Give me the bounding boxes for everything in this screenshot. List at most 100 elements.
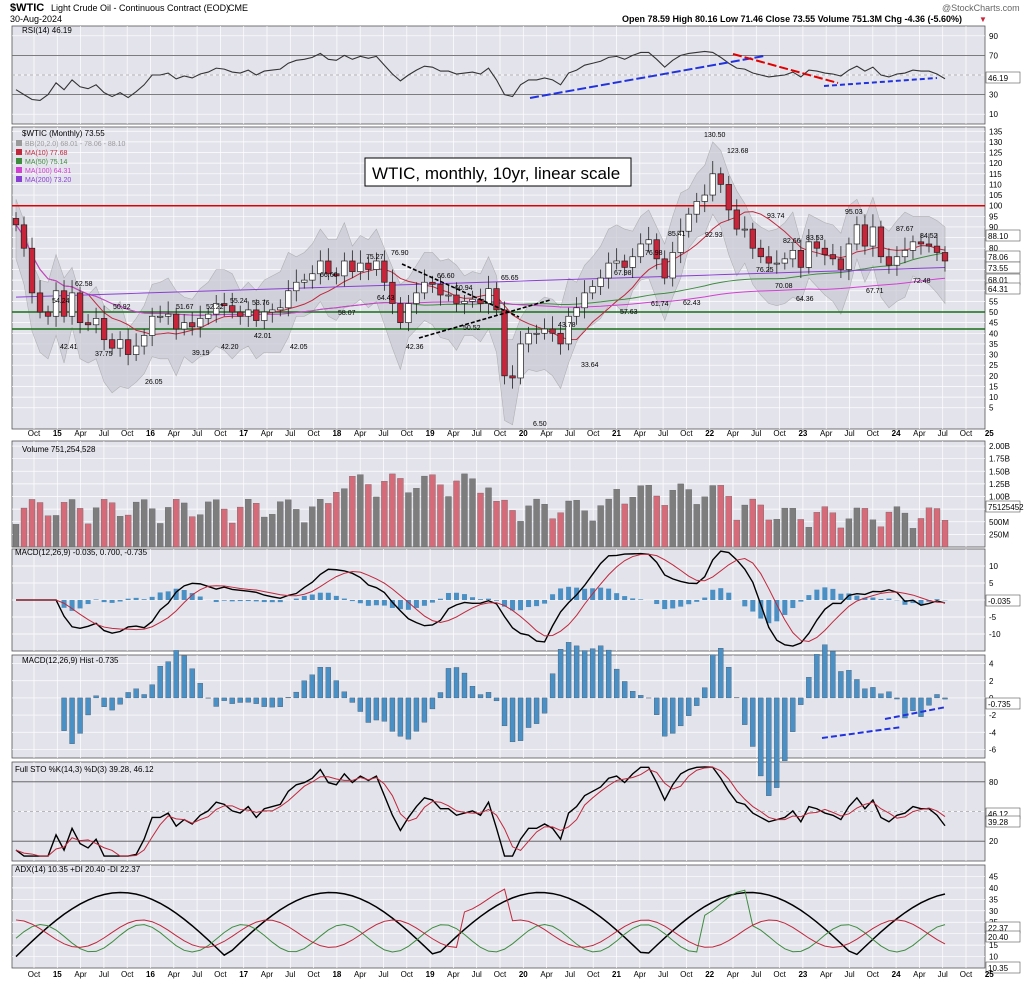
macd-hist-bar: [245, 600, 251, 602]
volume-bar: [28, 499, 36, 548]
hist-bar: [541, 697, 548, 714]
hist-bar: [622, 681, 628, 699]
macd-hist-bar: [341, 598, 347, 600]
hist-bar: [69, 697, 75, 744]
macd-hist-bar: [357, 600, 363, 604]
candle-body: [108, 339, 116, 349]
adx-box-2: 10.35: [988, 964, 1009, 973]
x-label-1-37: 24: [892, 970, 901, 979]
x-label-0-3: Jul: [99, 429, 109, 438]
x-label-0-1: 15: [53, 429, 62, 438]
volume-bar: [685, 489, 692, 548]
candle-body: [725, 184, 732, 211]
macd-hist-bar: [133, 597, 139, 600]
price-label-36: 93.74: [767, 213, 785, 220]
macd-hist-bar: [125, 598, 131, 600]
rsi-title: RSI(14) 46.19: [22, 26, 72, 35]
candle-body: [765, 256, 772, 264]
volume-bar: [733, 519, 740, 548]
volume-bar: [229, 522, 236, 548]
price-label-6: 51.67: [176, 304, 194, 311]
macd-hist-bar: [189, 593, 195, 600]
legend-swatch-0: [16, 140, 22, 146]
legend-label-3: MA(100) 64.31: [25, 168, 71, 175]
volume-bar: [821, 506, 829, 548]
candle-body: [357, 262, 364, 272]
hist-bar: [477, 694, 484, 699]
candle-body: [221, 303, 228, 306]
volume-bar: [116, 516, 124, 548]
volume-bar: [829, 512, 837, 548]
macd-hist-bar: [165, 591, 171, 600]
macd-hist-bar: [453, 592, 459, 600]
tick-label-1-22: 25: [989, 361, 998, 370]
price-label-34: 123.68: [727, 148, 749, 155]
hist-bar: [189, 668, 195, 699]
volume-bar: [477, 492, 484, 548]
volume-bar: [533, 498, 540, 548]
candle-body: [148, 315, 156, 336]
volume-bar: [413, 488, 420, 548]
x-label-1-4: Oct: [121, 970, 134, 979]
volume-bar: [805, 527, 813, 548]
candle-body: [365, 262, 372, 270]
hist-bar: [790, 697, 796, 732]
candle-body: [877, 226, 885, 258]
volume-bar: [84, 523, 92, 548]
x-label-1-15: Jul: [378, 970, 388, 979]
macd-hist-bar: [293, 598, 299, 600]
volume-bar: [181, 502, 188, 548]
tick-label-2-6: 500M: [989, 518, 1009, 527]
candle-body: [917, 241, 925, 245]
candle-body: [829, 254, 837, 260]
volume-bar: [44, 515, 52, 548]
macd-hist-bar: [526, 600, 532, 608]
candle-body: [645, 239, 652, 245]
sto-box-1: 39.28: [988, 818, 1009, 827]
volume-bar: [333, 492, 340, 548]
candle-body: [909, 241, 917, 251]
macd-hist-bar: [173, 588, 179, 600]
volume-bar: [469, 478, 476, 548]
tick-label-2-1: 1.75B: [989, 455, 1010, 464]
volume-bar: [325, 503, 332, 548]
volume-bar: [901, 512, 909, 548]
x-label-0-38: Apr: [913, 429, 926, 438]
candle-body: [605, 262, 612, 279]
hist-bar: [261, 697, 267, 707]
volume-bar: [68, 499, 76, 548]
hist-bar: [485, 692, 492, 699]
x-label-0-19: Jul: [472, 429, 482, 438]
macd-hist-bar: [918, 600, 924, 605]
tick-label-6-2: 35: [989, 895, 998, 904]
x-label-0-5: 16: [146, 429, 155, 438]
hist-bar: [453, 667, 460, 699]
macd-hist-bar: [558, 588, 564, 600]
hist-bar: [694, 697, 700, 706]
hist-bar: [910, 697, 916, 711]
macd-hist-bar: [333, 595, 339, 600]
macd-hist-bar: [77, 600, 83, 609]
candle-body: [589, 286, 596, 294]
macd-hist-bar: [309, 594, 315, 600]
x-label-0-16: Oct: [401, 429, 414, 438]
x-label-0-41: 25: [985, 429, 994, 438]
volume-bar: [589, 520, 596, 548]
x-label-0-35: Jul: [844, 429, 854, 438]
rsi-trend-blue: [529, 55, 765, 99]
price-title: $WTIC (Monthly) 73.55: [22, 129, 105, 138]
volume-bar: [197, 514, 204, 548]
macd-hist-bar: [253, 600, 259, 602]
hist-bar: [301, 680, 307, 699]
tick-label-1-3: 120: [989, 159, 1003, 168]
macd-hist-bar: [686, 600, 692, 605]
x-label-1-34: Apr: [820, 970, 833, 979]
macd-hist-bar: [534, 600, 540, 607]
rsi-trend-red: [732, 53, 839, 84]
macd-hist-bar: [798, 600, 804, 602]
legend-label-2: MA(50) 75.14: [25, 159, 68, 166]
tick-label-1-1: 130: [989, 138, 1003, 147]
volume-bar: [909, 528, 917, 548]
hist-bar: [934, 694, 940, 699]
hist-bar: [742, 697, 748, 725]
